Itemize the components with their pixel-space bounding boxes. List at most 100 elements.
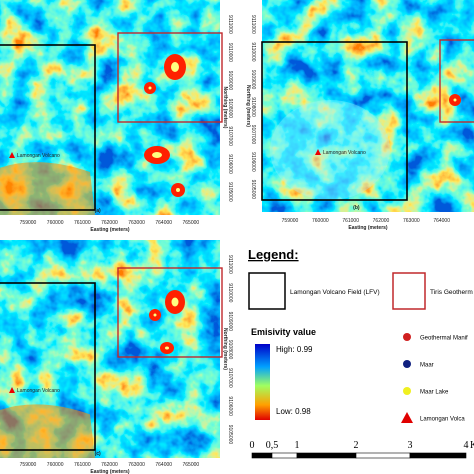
volcano-label: Lamongan Volcano	[323, 150, 366, 156]
hot-core	[152, 152, 162, 158]
scale-segment	[251, 452, 273, 459]
panel-label: (c)	[95, 451, 101, 457]
northing-tick: 9110000	[227, 43, 233, 62]
hot-core	[171, 297, 179, 307]
hot-core	[148, 86, 152, 90]
northing-tick: 9111000	[250, 15, 256, 34]
northing-tick: 9105000	[250, 180, 256, 200]
easting-tick: 760000	[312, 218, 329, 224]
hot-core	[153, 313, 157, 317]
easting-tick: 764000	[155, 220, 172, 226]
legend-lfv: Lamongan Volcano Field (LFV)	[290, 289, 380, 296]
northing-title: Northing (meters)	[222, 87, 228, 129]
easting-tick: 765000	[183, 220, 200, 226]
northing-tick: 9109000	[227, 71, 233, 91]
northing-tick: 9106000	[250, 152, 256, 172]
emissivity-title: Emisivity value	[251, 327, 316, 337]
tiris-box	[439, 39, 474, 123]
scale-tick: 4	[464, 440, 469, 451]
scale-tick: 0	[250, 440, 255, 451]
northing-title: Northing (meters)	[222, 328, 228, 370]
northing-tick: 9105000	[227, 425, 233, 445]
northing-tick: 9109000	[227, 312, 233, 332]
legend-marker	[403, 387, 411, 395]
panel-label: (b)	[353, 205, 360, 211]
volcano-marker	[9, 387, 15, 393]
easting-tick: 762000	[373, 218, 390, 224]
volcano-label: Lamongan Volcano	[17, 388, 60, 394]
cone-halo	[270, 100, 390, 200]
hot-core	[171, 62, 179, 72]
scale-unit: K	[470, 440, 474, 451]
easting-tick: 762000	[101, 462, 118, 468]
easting-tick: 760000	[47, 220, 64, 226]
easting-tick: 760000	[47, 462, 64, 468]
northing-tick: 9108000	[227, 99, 233, 119]
northing-tick: 9107000	[227, 126, 233, 146]
easting-tick: 763000	[403, 218, 420, 224]
map-raster	[262, 0, 474, 212]
lfv-box	[0, 282, 96, 451]
northing-tick: 9111000	[227, 15, 233, 34]
easting-title: Easting (meters)	[348, 225, 388, 231]
northing-tick: 9105000	[227, 182, 233, 202]
scale-tick: 1	[295, 440, 300, 451]
scale-segment	[296, 452, 357, 459]
easting-tick: 759000	[20, 462, 37, 468]
scale-tick: 2	[354, 440, 359, 451]
legend-marker-label: Maar	[420, 363, 434, 369]
legend-tiris: Tiris Geotherm	[430, 289, 473, 296]
hot-core	[165, 346, 169, 350]
northing-tick: 9109000	[250, 70, 256, 90]
easting-tick: 759000	[20, 220, 37, 226]
northing-tick: 9107000	[227, 368, 233, 388]
easting-title: Easting (meters)	[90, 469, 130, 474]
easting-tick: 763000	[128, 462, 145, 468]
legend-marker-label: Geothermal Manif	[420, 336, 468, 342]
panel-label: (a)	[95, 208, 101, 214]
easting-tick: 764000	[433, 218, 450, 224]
easting-tick: 763000	[128, 220, 145, 226]
lfv-box	[0, 44, 96, 211]
northing-tick: 9106000	[227, 396, 233, 416]
northing-tick: 9107000	[250, 125, 256, 145]
volcano-label: Lamongan Volcano	[17, 153, 60, 159]
northing-tick: 9110000	[227, 283, 233, 302]
legend-marker-label: Lamongan Volca	[420, 417, 465, 423]
scale-segment	[409, 452, 467, 459]
emissivity-high: High: 0.99	[276, 345, 313, 354]
easting-tick: 765000	[183, 462, 200, 468]
northing-tick: 9108000	[250, 97, 256, 117]
color-bar	[255, 344, 270, 420]
easting-title: Easting (meters)	[90, 227, 130, 233]
lowland-hot	[0, 162, 95, 215]
lowland-hot	[0, 404, 95, 458]
northing-tick: 9111000	[227, 255, 233, 274]
easting-tick: 762000	[101, 220, 118, 226]
northing-tick: 9106000	[227, 154, 233, 174]
tiris-box	[117, 267, 223, 358]
legend-tiris-box	[392, 272, 426, 310]
volcano-marker	[315, 149, 321, 155]
emissivity-low: Low: 0.98	[276, 407, 311, 416]
legend-marker	[401, 412, 413, 423]
scale-segment	[271, 452, 298, 459]
legend-title: Legend:	[248, 247, 299, 262]
northing-title: Northing (meters)	[245, 85, 251, 127]
legend-lfv-box	[248, 272, 286, 310]
scale-segment	[355, 452, 411, 459]
lfv-box	[261, 41, 408, 201]
scale-tick: 3	[408, 440, 413, 451]
easting-tick: 761000	[74, 220, 91, 226]
easting-tick: 764000	[155, 462, 172, 468]
legend-marker	[403, 333, 411, 341]
tiris-box	[117, 32, 223, 123]
hot-core	[176, 188, 180, 192]
northing-tick: 9110000	[250, 42, 256, 61]
easting-tick: 761000	[74, 462, 91, 468]
legend-marker	[403, 360, 411, 368]
northing-tick: 9108000	[227, 340, 233, 360]
legend-marker-label: Maar Lake	[420, 390, 449, 396]
hot-core	[453, 98, 457, 102]
